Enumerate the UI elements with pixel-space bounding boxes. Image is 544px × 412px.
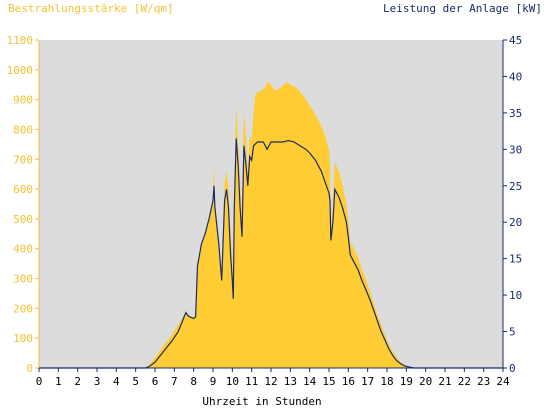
right-tick-label: 25	[509, 180, 522, 193]
left-tick-label: 500	[13, 213, 33, 226]
x-axis-title: Uhrzeit in Stunden	[202, 395, 321, 408]
x-tick-label: 4	[113, 375, 120, 388]
right-tick-label: 10	[509, 289, 522, 302]
left-tick-label: 300	[13, 273, 33, 286]
right-tick-label: 5	[509, 326, 516, 339]
left-tick-label: 0	[26, 362, 33, 375]
right-axis-title: Leistung der Anlage [kW]	[383, 2, 542, 15]
left-tick-label: 800	[13, 123, 33, 136]
x-tick-label: 15	[322, 375, 335, 388]
x-tick-label: 17	[361, 375, 374, 388]
left-tick-label: 400	[13, 243, 33, 256]
series-irradiance-area	[39, 81, 503, 368]
x-tick-label: 5	[132, 375, 139, 388]
x-tick-label: 9	[210, 375, 217, 388]
left-tick-label: 1000	[7, 64, 34, 77]
x-tick-label: 12	[264, 375, 277, 388]
series-layer	[39, 81, 503, 369]
x-tick-label: 14	[303, 375, 317, 388]
series-power-line	[39, 138, 503, 369]
x-tick-label: 2	[74, 375, 81, 388]
right-tick-label: 0	[509, 362, 516, 375]
x-tick-label: 10	[226, 375, 239, 388]
right-tick-label: 20	[509, 216, 522, 229]
left-tick-label: 1100	[7, 34, 34, 47]
x-tick-label: 6	[152, 375, 159, 388]
x-tick-label: 13	[284, 375, 297, 388]
x-tick-label: 1	[55, 375, 62, 388]
x-tick-label: 3	[94, 375, 101, 388]
axes-layer: 0100200300400500600700800900100011000510…	[7, 34, 523, 388]
left-tick-label: 200	[13, 302, 33, 315]
right-tick-label: 45	[509, 34, 522, 47]
right-tick-label: 35	[509, 107, 522, 120]
x-tick-label: 20	[419, 375, 432, 388]
x-tick-label: 23	[477, 375, 490, 388]
x-tick-label: 21	[438, 375, 451, 388]
x-tick-label: 18	[380, 375, 393, 388]
left-tick-label: 600	[13, 183, 33, 196]
x-tick-label: 7	[171, 375, 178, 388]
left-axis-title: Bestrahlungsstärke [W/qm]	[8, 2, 174, 15]
x-tick-label: 22	[458, 375, 471, 388]
x-tick-label: 24	[496, 375, 510, 388]
x-tick-label: 16	[342, 375, 355, 388]
x-tick-label: 11	[245, 375, 258, 388]
left-tick-label: 100	[13, 332, 33, 345]
right-tick-label: 30	[509, 143, 522, 156]
x-tick-label: 8	[190, 375, 197, 388]
right-tick-label: 15	[509, 253, 522, 266]
right-tick-label: 40	[509, 70, 522, 83]
left-tick-label: 700	[13, 153, 33, 166]
x-tick-label: 0	[36, 375, 43, 388]
left-tick-label: 900	[13, 94, 33, 107]
x-tick-label: 19	[400, 375, 413, 388]
